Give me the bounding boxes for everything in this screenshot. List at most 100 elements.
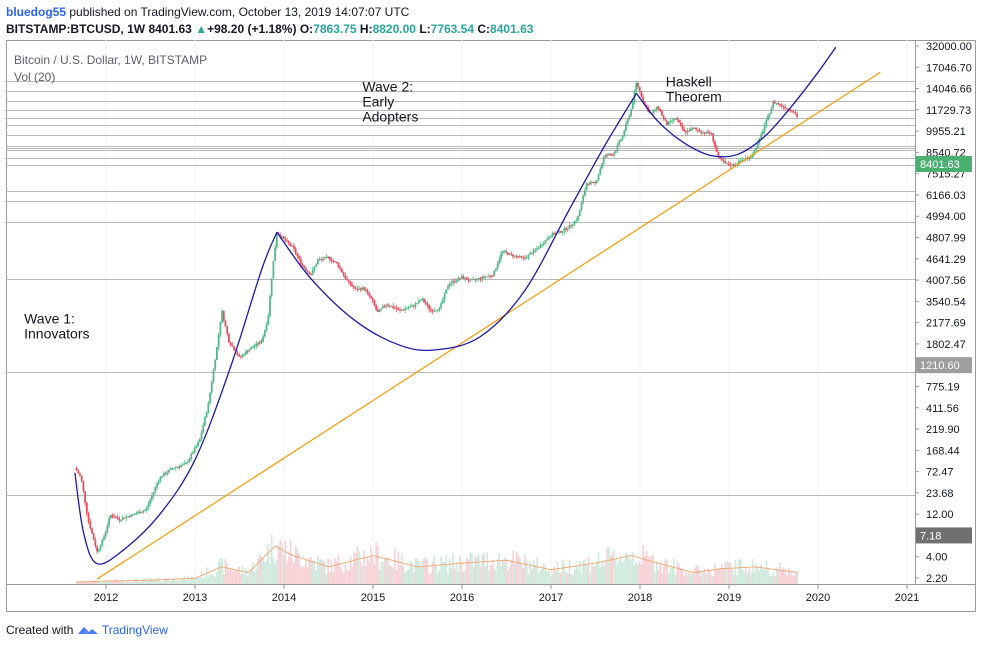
volume-bar [527, 573, 530, 584]
volume-bar [520, 564, 523, 584]
volume-bar [428, 574, 430, 584]
volume-bar [546, 571, 549, 584]
volume-bar [459, 555, 461, 584]
candle-body [183, 463, 186, 465]
volume-bar [616, 565, 619, 584]
candle-body [219, 322, 222, 335]
y-tick-label: 3540.54 [926, 296, 966, 308]
volume-bar [643, 555, 646, 584]
volume-bar [178, 581, 181, 584]
candle-body [678, 120, 680, 123]
volume-bar [363, 550, 365, 584]
volume-bar [625, 552, 627, 584]
volume-bar [152, 579, 155, 584]
volume-bar [508, 566, 511, 584]
candle-body [144, 510, 146, 512]
volume-bar [99, 580, 102, 584]
candle-body [137, 512, 140, 514]
candle-body [109, 514, 112, 519]
candle-body [643, 101, 646, 105]
candle-body [383, 306, 386, 308]
volume-bar [86, 582, 88, 584]
volume-bar [262, 558, 264, 584]
volume-bar [342, 572, 345, 584]
candle-body [212, 369, 215, 382]
candle-body [113, 516, 116, 518]
volume-bar [770, 575, 773, 584]
candle-body [712, 133, 715, 142]
y-tick-label: 4994.00 [926, 211, 966, 223]
volume-bar [142, 578, 145, 584]
candle-body [85, 502, 88, 514]
volume-bar [748, 568, 750, 584]
y-tick-label: 4007.56 [926, 275, 966, 287]
candle-body [618, 141, 621, 146]
candle-body [524, 257, 526, 259]
candle-body [690, 128, 692, 131]
volume-bar [476, 557, 478, 584]
candle-body [702, 132, 704, 134]
volume-bar [423, 558, 425, 584]
volume-bar [486, 552, 489, 584]
author-name[interactable]: bluedog55 [6, 5, 67, 19]
candle-body [578, 210, 581, 217]
volume-bar [599, 567, 602, 584]
volume-bar [204, 576, 206, 584]
volume-bar [296, 548, 299, 584]
candle-body [265, 324, 268, 330]
candle-body [496, 263, 499, 269]
volume-bar [282, 554, 285, 584]
volume-bar [659, 562, 661, 584]
volume-bar [133, 579, 136, 584]
candle-body [611, 154, 614, 156]
candle-body [429, 309, 432, 311]
candle-body [750, 157, 752, 159]
candle-body [118, 518, 121, 521]
candle-body [416, 303, 419, 305]
candle-body [197, 442, 199, 446]
candle-body [441, 299, 444, 304]
change-value: +98.20 (+1.18%) [207, 22, 297, 36]
x-tick-label: 2019 [717, 592, 741, 604]
candle-body [791, 110, 793, 112]
candle-body [193, 447, 196, 453]
tradingview-link[interactable]: TradingView [101, 623, 168, 637]
candle-body [262, 336, 265, 343]
candle-body [563, 228, 566, 232]
volume-bar [383, 557, 386, 584]
y-tick-label: 4807.99 [926, 233, 966, 245]
volume-bar [267, 543, 270, 584]
low-value: 7763.54 [430, 22, 475, 36]
candle-body [164, 473, 167, 475]
volume-bar [782, 567, 785, 584]
candle-body [780, 104, 783, 107]
wave-annotation: Wave 1: Innovators [24, 311, 89, 342]
volume-bar [322, 560, 324, 584]
volume-bar [573, 569, 576, 584]
candle-body [376, 309, 379, 312]
volume-bar [135, 578, 138, 584]
candle-body [719, 156, 721, 159]
close-value: 8401.63 [490, 22, 534, 36]
candle-body [777, 103, 780, 105]
volume-bar [606, 547, 608, 584]
volume-bar [543, 562, 545, 584]
volume-bar [349, 556, 352, 584]
created-with-label: Created with [6, 623, 74, 637]
candle-body [161, 476, 164, 478]
candle-body [426, 303, 429, 306]
candle-body [590, 181, 593, 183]
candle-body [145, 507, 148, 511]
volume-bar [472, 567, 475, 584]
volume-bar [111, 580, 114, 584]
candle-body [597, 174, 600, 181]
volume-bar [471, 553, 473, 584]
candle-body [732, 164, 735, 166]
candle-body [243, 354, 246, 356]
candle-body [411, 305, 413, 307]
candle-body [483, 276, 485, 278]
candle-body [363, 287, 365, 290]
y-tick-label: 9955.21 [926, 126, 966, 138]
